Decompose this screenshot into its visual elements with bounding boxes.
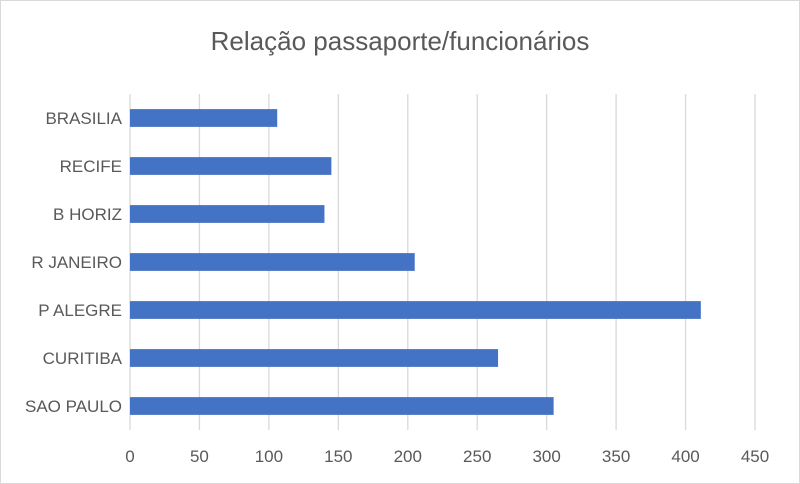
bar-r-janeiro <box>130 253 415 271</box>
category-label: BRASILIA <box>45 109 122 128</box>
x-tick-label: 0 <box>125 447 134 466</box>
x-tick-label: 300 <box>532 447 560 466</box>
x-tick-label: 350 <box>602 447 630 466</box>
bar-recife <box>130 157 332 175</box>
x-axis-ticks: 0 50 100 150 200 250 300 350 400 450 <box>125 447 769 466</box>
x-tick-label: 400 <box>671 447 699 466</box>
x-tick-label: 200 <box>394 447 422 466</box>
x-tick-label: 250 <box>463 447 491 466</box>
bar-curitiba <box>130 349 499 367</box>
y-axis-categories: BRASILIA RECIFE B HORIZ R JANEIRO P ALEGRE CU… <box>25 109 123 416</box>
bar-b-horiz <box>130 205 325 223</box>
x-tick-label: 50 <box>190 447 209 466</box>
category-label: SAO PAULO <box>25 397 122 416</box>
x-tick-label: 150 <box>324 447 352 466</box>
bar-brasilia <box>130 109 278 127</box>
category-label: CURITIBA <box>43 349 123 368</box>
category-label: P ALEGRE <box>38 301 122 320</box>
x-tick-label: 450 <box>741 447 769 466</box>
chart-title: Relação passaporte/funcionários <box>210 26 590 56</box>
category-label: RECIFE <box>60 157 122 176</box>
category-label: B HORIZ <box>53 205 122 224</box>
bars <box>130 109 701 415</box>
category-label: R JANEIRO <box>31 253 122 272</box>
bar-p-alegre <box>130 301 701 319</box>
bar-sao-paulo <box>130 397 554 415</box>
x-tick-label: 100 <box>255 447 283 466</box>
